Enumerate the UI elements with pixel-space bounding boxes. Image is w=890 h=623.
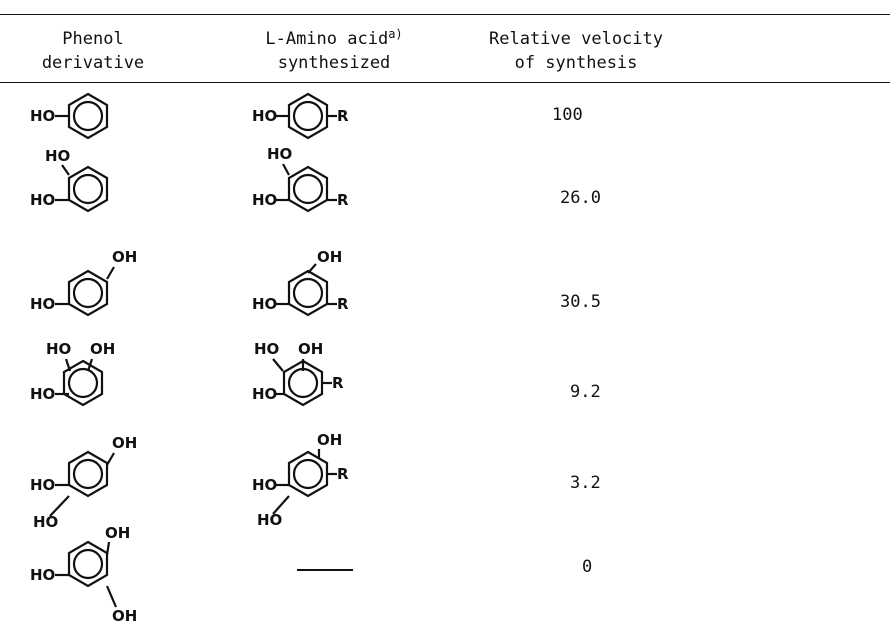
catechol-structure: HO HO <box>30 147 109 213</box>
velocity-value: 3.2 <box>570 473 601 493</box>
footnote-marker: a) <box>388 27 403 41</box>
ho-label: HO <box>257 511 282 529</box>
hydroxyhydroquinone-structure: OH HO HO <box>30 434 137 531</box>
ho-label: HO <box>252 476 277 494</box>
header-velocity-line2: of synthesis <box>514 53 638 73</box>
header-velocity-line1: Relative velocity <box>489 29 663 49</box>
ho-label: HO <box>267 145 292 163</box>
oh-label: OH <box>317 431 342 449</box>
ho-label: HO <box>252 107 277 125</box>
dihydroxyphenylalanine-structure: OH HO R <box>252 248 349 317</box>
ho-label: HO <box>30 295 55 313</box>
velocity-value: 0 <box>582 557 593 577</box>
velocity-value: 26.0 <box>560 188 601 208</box>
ho-label: HO <box>252 191 277 209</box>
velocity-value: 100 <box>552 105 583 125</box>
ho-label: HO <box>252 385 277 403</box>
header-amino-acid: L-Amino acida) synthesized <box>234 27 434 75</box>
oh-label: OH <box>112 607 137 623</box>
ho-label: HO <box>33 513 58 531</box>
header-rule <box>0 82 890 83</box>
r-label: R <box>337 295 349 313</box>
top-rule <box>0 14 890 15</box>
r-label: R <box>332 374 344 392</box>
ho-label: HO <box>30 385 55 403</box>
header-relative-velocity: Relative velocity of synthesis <box>466 27 686 75</box>
dopa-structure: HO HO R <box>252 145 349 213</box>
r-label: R <box>337 465 349 483</box>
ho-label: HO <box>30 107 55 125</box>
header-phenol-derivative: Phenol derivative <box>18 27 168 75</box>
trihydroxyphenylalanine-structure: HO OH HO R <box>252 340 344 407</box>
resorcinol-structure: OH HO <box>30 248 137 317</box>
velocity-value: 30.5 <box>560 292 601 312</box>
velocity-value: 9.2 <box>570 382 601 402</box>
ho-label: HO <box>30 566 55 584</box>
header-amino-text: L-Amino acid <box>265 29 389 49</box>
oh-label: OH <box>105 524 130 542</box>
trihydroxyphenylalanine-structure: OH HO HO R <box>252 431 349 529</box>
oh-label: OH <box>112 434 137 452</box>
header-phenol-line2: derivative <box>41 53 145 73</box>
ho-label: HO <box>30 476 55 494</box>
r-label: R <box>337 107 349 125</box>
pyrogallol-structure: HO OH HO <box>30 340 115 407</box>
oh-label: OH <box>298 340 323 358</box>
no-product-dash <box>297 569 353 571</box>
header-phenol-line1: Phenol <box>62 29 124 49</box>
tyrosine-structure: HO R <box>252 92 349 140</box>
oh-label: OH <box>112 248 137 266</box>
ho-label: HO <box>45 147 70 165</box>
r-label: R <box>337 191 349 209</box>
oh-label: OH <box>317 248 342 266</box>
phenol-structure: HO <box>30 92 109 140</box>
oh-label: OH <box>90 340 115 358</box>
header-amino-line2: synthesized <box>277 53 391 73</box>
ho-label: HO <box>30 191 55 209</box>
ho-label: HO <box>254 340 279 358</box>
ho-label: HO <box>252 295 277 313</box>
header-amino-line1: L-Amino acida) <box>234 27 434 51</box>
phloroglucinol-structure: OH HO OH <box>30 524 137 623</box>
ho-label: HO <box>46 340 71 358</box>
